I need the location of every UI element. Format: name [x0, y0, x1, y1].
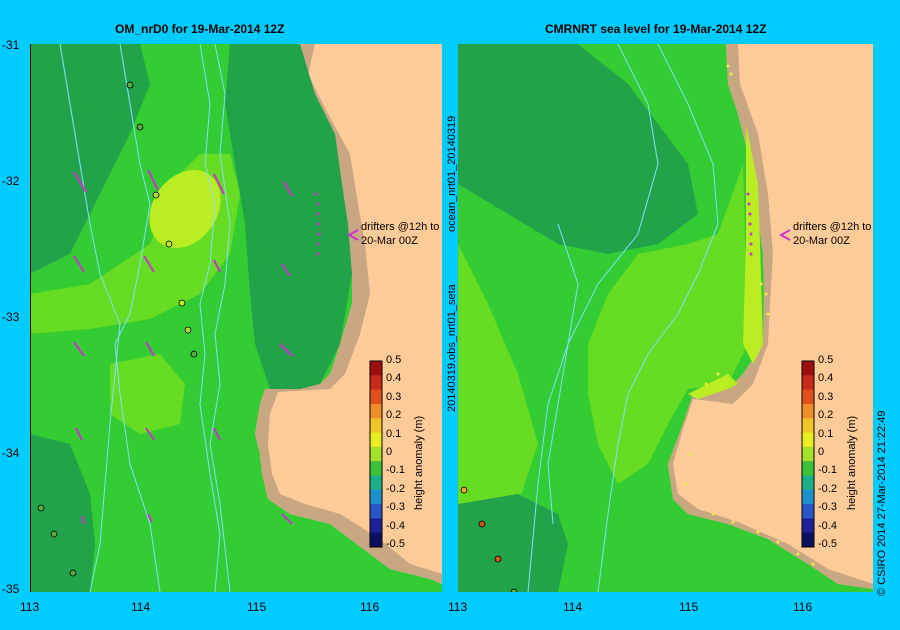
left-panel-title: OM_nrD0 for 19-Mar-2014 12Z: [115, 22, 285, 36]
colorbar-tick-label: -0.1: [818, 464, 837, 477]
colorbar-tick-label: -0.4: [386, 519, 405, 532]
colorbar-tick-label: -0.3: [818, 501, 837, 514]
drifter-annotation-line2: 20-Mar 00Z: [361, 235, 418, 247]
run-label: 20140319.obs_nrt01_seta: [446, 284, 458, 412]
x-tick-label: 116: [360, 600, 380, 614]
bathymetry-contours: [59, 44, 231, 592]
low-anomaly-region: [30, 44, 150, 274]
colorbar-tick-label: -0.1: [386, 464, 405, 477]
high-anomaly-region: [110, 354, 185, 434]
colorbar-swatch: [802, 432, 814, 448]
colorbar-swatch: [802, 504, 814, 519]
colorbar-label: height anomaly (m): [413, 415, 425, 510]
colorbar-swatch: [370, 403, 382, 419]
altimetry-track: [684, 64, 815, 566]
colorbar-tick-label: 0.5: [818, 354, 834, 366]
colorbar-tick-label: 0.4: [818, 372, 834, 385]
colorbar-swatch: [370, 504, 382, 519]
colorbar-tick-label: 0: [818, 446, 825, 458]
colorbar-tick-label: -0.5: [818, 538, 837, 550]
anomaly-peak: [743, 124, 763, 364]
colorbar-swatch: [370, 461, 382, 476]
colorbar-tick-label: 0.5: [386, 354, 402, 366]
colorbar-tick-label: -0.3: [386, 501, 405, 514]
colorbar-swatch: [802, 375, 814, 391]
arrow-pointer-icon: [778, 229, 791, 241]
low-anomaly-region: [225, 44, 352, 389]
colorbar-swatch: [370, 475, 382, 491]
colorbar-tick-label: -0.2: [818, 482, 837, 495]
colorbar-swatch: [370, 532, 382, 548]
colorbar-tick-label: -0.4: [818, 519, 837, 532]
y-tick-label: -33: [2, 310, 20, 324]
observation-points: [460, 486, 518, 592]
colorbar-tick-label: 0.4: [386, 372, 402, 385]
colorbar-swatch: [370, 518, 382, 534]
colorbar-tick-label: 0.1: [386, 427, 402, 440]
x-tick-label: 115: [247, 600, 267, 614]
high-anomaly-region: [458, 244, 538, 524]
drifter-annotation-line1: drifters @12h to: [361, 221, 440, 233]
y-tick-label: -34: [2, 446, 20, 460]
colorbar-swatch: [802, 475, 814, 491]
colorbar-swatch: [370, 361, 382, 376]
colorbar-tick-label: 0.1: [818, 427, 834, 440]
x-tick-label: 114: [563, 600, 583, 614]
reference-label: ocean_nrt01_20140319: [446, 115, 458, 232]
colorbar-tick-label: 0.3: [386, 390, 402, 403]
colorbar-swatch: [802, 446, 814, 462]
colorbar-swatch: [802, 403, 814, 419]
colorbar-tick-label: 0: [386, 446, 393, 458]
colorbar-label: height anomaly (m): [846, 415, 858, 510]
colorbar-swatch: [802, 361, 814, 376]
continental-shelf: [255, 44, 442, 584]
colorbar-swatch: [802, 461, 814, 476]
colorbar-tick-label: -0.2: [386, 482, 405, 495]
colorbar-tick-label: 0.2: [818, 409, 834, 422]
colorbar-swatch: [802, 389, 814, 405]
colorbar-swatches: [370, 361, 382, 548]
colorbar-swatch: [370, 446, 382, 462]
drifter-track: [314, 192, 321, 256]
x-tick-label: 113: [448, 600, 468, 614]
colorbar-swatch: [370, 432, 382, 448]
credit-label: © CSIRO 2014 27-Mar-2014 21:22:49: [876, 410, 888, 596]
colorbar-swatch: [802, 418, 814, 434]
low-anomaly-region: [458, 44, 698, 254]
colorbar-swatch: [802, 518, 814, 534]
x-tick-label: 114: [131, 600, 151, 614]
anomaly-peak: [688, 374, 738, 399]
bathymetry-contours: [527, 44, 719, 592]
left-colorbar: [369, 360, 383, 548]
y-tick-label: -35: [2, 582, 20, 596]
y-tick-label: -31: [2, 38, 20, 52]
colorbar-tick-label: -0.5: [386, 538, 405, 550]
drifter-track: [746, 192, 753, 256]
x-tick-label: 113: [20, 600, 40, 614]
drifter-arrows: [73, 169, 293, 525]
colorbar-tick-label: 0.2: [386, 409, 402, 422]
x-tick-label: 116: [793, 600, 813, 614]
x-tick-label: 115: [679, 600, 699, 614]
high-anomaly-region: [588, 164, 748, 484]
colorbar-swatch: [370, 489, 382, 505]
right-colorbar: [801, 360, 815, 548]
drifter-annotation-line2: 20-Mar 00Z: [793, 235, 850, 247]
low-anomaly-region: [458, 494, 568, 592]
observation-points: [37, 81, 198, 577]
y-tick-label: -32: [2, 174, 20, 188]
anomaly-peak: [149, 170, 221, 248]
arrow-pointer-icon: [346, 229, 359, 241]
colorbar-swatch: [802, 532, 814, 548]
colorbar-tick-label: 0.3: [818, 390, 834, 403]
colorbar-swatches: [802, 361, 814, 548]
drifter-annotation-line1: drifters @12h to: [793, 221, 872, 233]
colorbar-swatch: [370, 418, 382, 434]
low-anomaly-region: [30, 434, 95, 592]
colorbar-swatch: [370, 375, 382, 391]
colorbar-swatch: [370, 389, 382, 405]
colorbar-swatch: [802, 489, 814, 505]
left-map-panel: [30, 44, 442, 592]
right-panel-title: CMRNRT sea level for 19-Mar-2014 12Z: [545, 22, 767, 36]
